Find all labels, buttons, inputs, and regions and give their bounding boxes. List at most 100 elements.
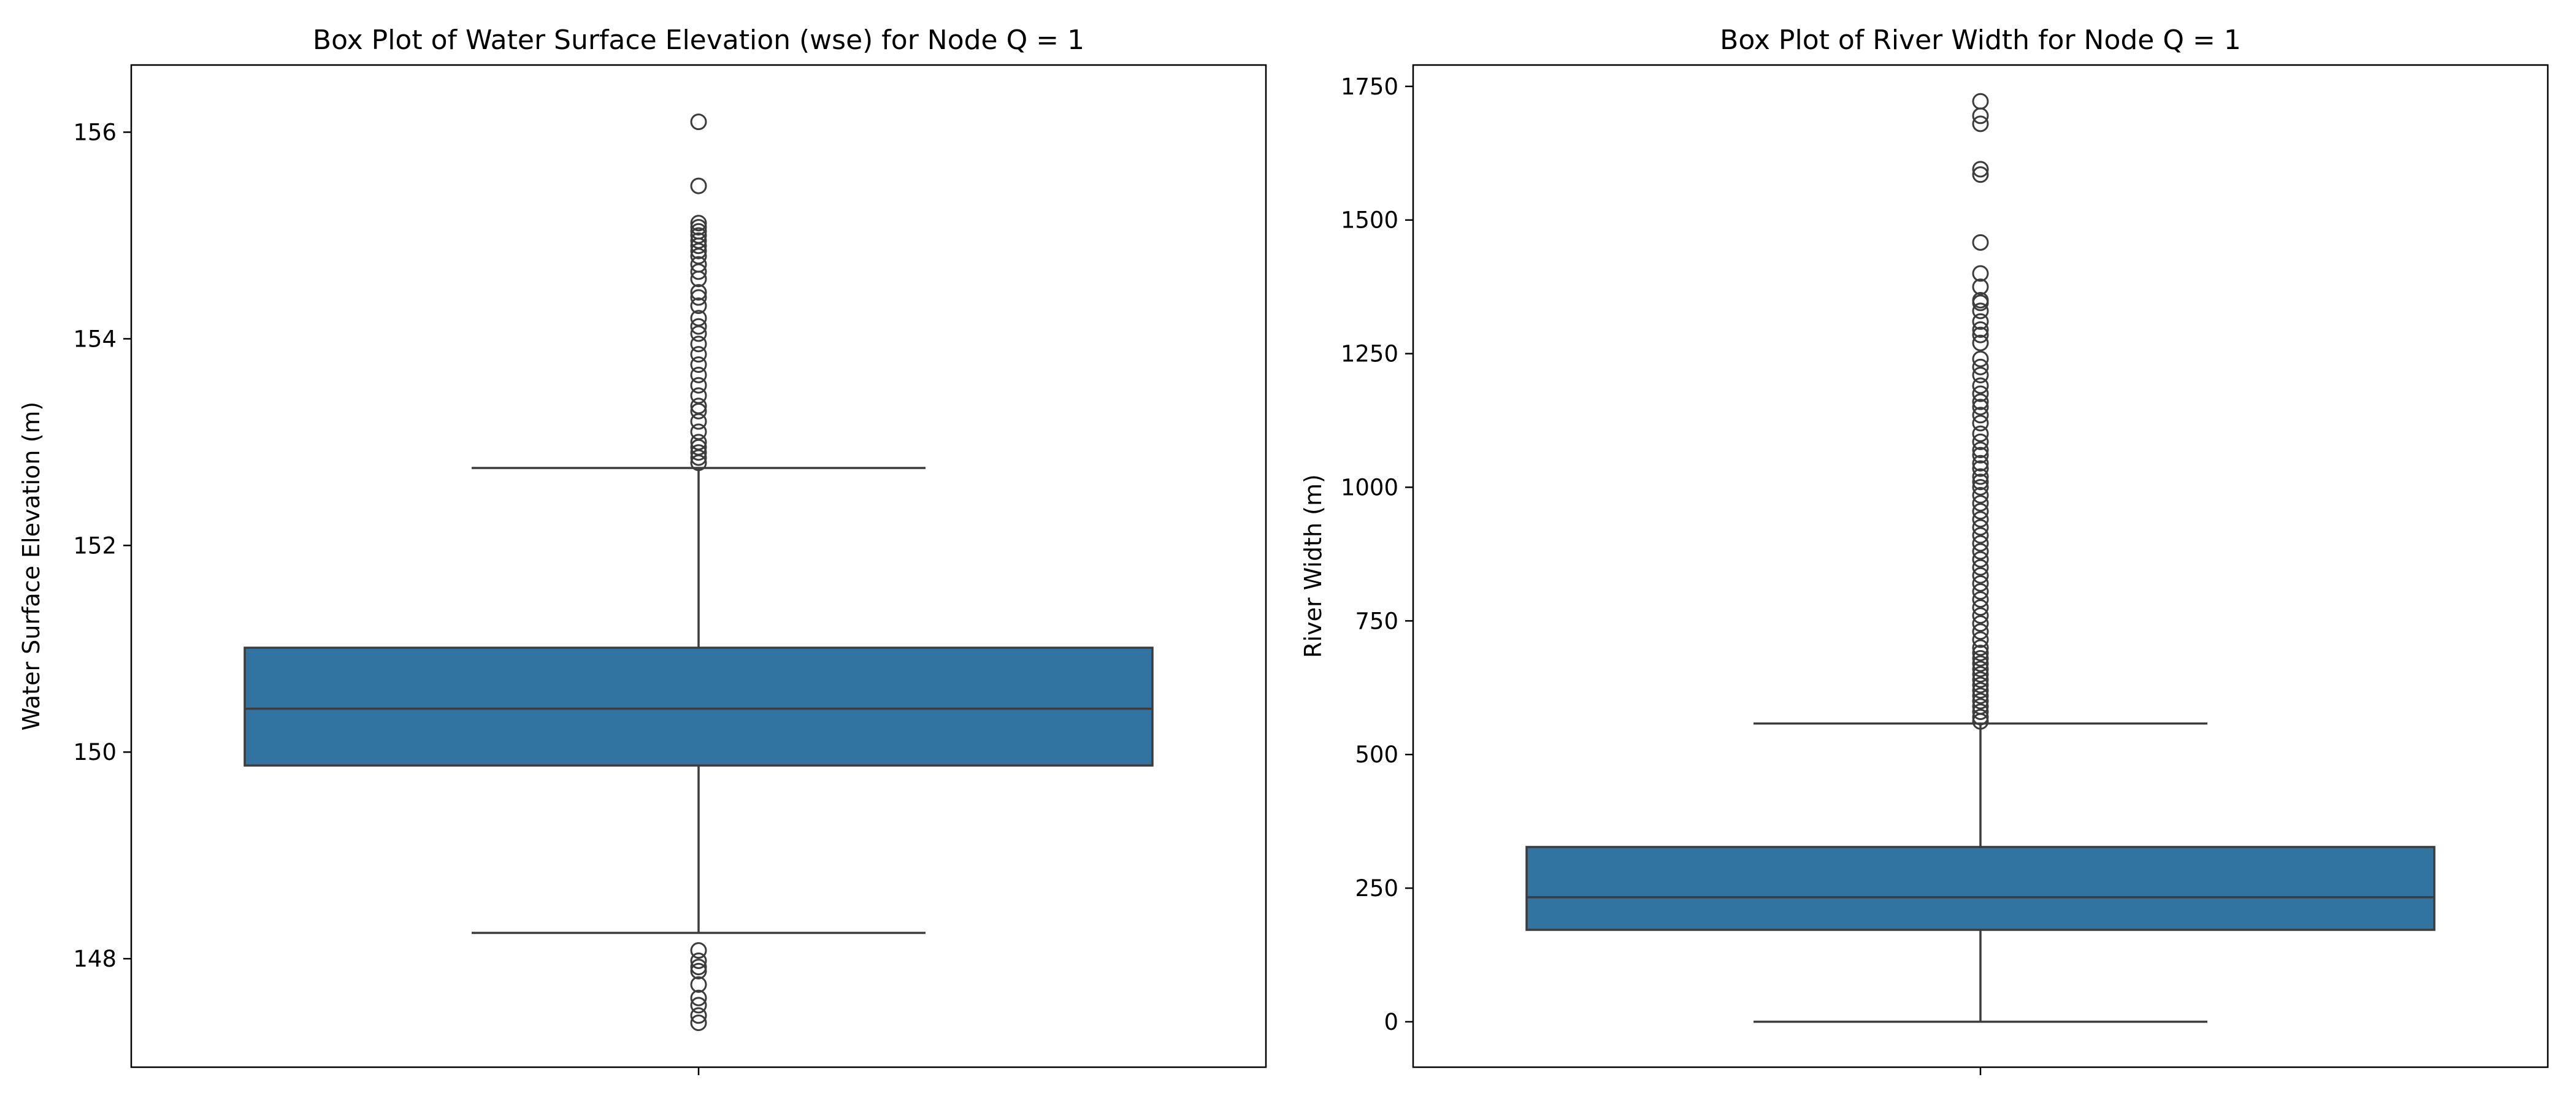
outlier-point xyxy=(1972,687,1989,704)
y-axis-label: Water Surface Elevation (m) xyxy=(18,402,45,731)
outlier-point xyxy=(1972,433,1989,450)
outlier-point xyxy=(690,113,707,131)
outlier-point xyxy=(1972,441,1989,458)
outlier-point xyxy=(1972,278,1989,296)
outlier-point xyxy=(690,366,707,383)
outlier-point xyxy=(1972,313,1989,330)
outlier-point xyxy=(1972,234,1989,251)
outlier-point xyxy=(1972,713,1989,730)
outlier-point xyxy=(690,270,707,288)
outlier-point xyxy=(1972,385,1989,402)
outlier-point xyxy=(690,346,707,363)
y-tick-label: 148 xyxy=(73,946,117,972)
outlier-point xyxy=(1972,366,1989,383)
outlier-point xyxy=(1972,583,1989,600)
y-tick-label: 500 xyxy=(1355,742,1398,768)
y-tick-label: 1750 xyxy=(1341,74,1398,100)
outlier-point xyxy=(1972,623,1989,640)
y-tick-label: 152 xyxy=(73,532,117,559)
outlier-point xyxy=(690,942,707,959)
outlier-point xyxy=(1972,473,1989,491)
outlier-point xyxy=(1972,703,1989,720)
outlier-point xyxy=(690,263,707,280)
outlier-point xyxy=(1972,302,1989,320)
outlier-point xyxy=(1972,415,1989,432)
outlier-point xyxy=(1972,692,1989,710)
y-tick-label: 250 xyxy=(1355,875,1398,902)
iqr-box xyxy=(243,646,1154,767)
outlier-point xyxy=(1972,358,1989,375)
outlier-point xyxy=(1972,535,1989,552)
outlier-point xyxy=(690,284,707,301)
outlier-point xyxy=(1972,682,1989,699)
outlier-point xyxy=(1972,708,1989,726)
outlier-point xyxy=(690,449,707,466)
outlier-point xyxy=(690,444,707,461)
outlier-point xyxy=(1972,161,1989,178)
y-tick-label: 1250 xyxy=(1341,341,1398,367)
outlier-point xyxy=(690,177,707,194)
outlier-point xyxy=(690,1014,707,1032)
outlier-point xyxy=(1972,631,1989,648)
outlier-point xyxy=(1972,671,1989,688)
outlier-point xyxy=(690,1007,707,1024)
outlier-point xyxy=(1972,334,1989,351)
outlier-point xyxy=(1972,294,1989,312)
outlier-point xyxy=(1972,650,1989,667)
outlier-point xyxy=(1972,575,1989,592)
outlier-point xyxy=(690,952,707,969)
outlier-point xyxy=(1972,661,1989,678)
outlier-point xyxy=(1972,399,1989,416)
outlier-point xyxy=(1972,454,1989,472)
chart-title: Box Plot of Water Surface Elevation (wse… xyxy=(313,25,1084,56)
outlier-point xyxy=(1972,645,1989,662)
iqr-box xyxy=(1525,846,2436,931)
outlier-point xyxy=(1972,527,1989,544)
outlier-point xyxy=(690,454,707,472)
outlier-point xyxy=(690,402,707,420)
outlier-point xyxy=(690,215,707,232)
outlier-point xyxy=(1972,639,1989,656)
outlier-point xyxy=(1972,615,1989,632)
y-tick-label: 156 xyxy=(73,119,117,145)
outlier-point xyxy=(1972,655,1989,672)
y-tick-label: 1500 xyxy=(1341,207,1398,234)
outlier-point xyxy=(690,237,707,255)
outlier-point xyxy=(690,976,707,993)
y-tick-label: 750 xyxy=(1355,608,1398,634)
outlier-point xyxy=(690,318,707,335)
outlier-point xyxy=(690,989,707,1006)
chart-panel-1: Box Plot of Water Surface Elevation (wse… xyxy=(18,25,1267,1075)
outlier-point xyxy=(1972,447,1989,464)
outlier-point xyxy=(690,218,707,236)
y-tick-label: 1000 xyxy=(1341,474,1398,500)
outlier-point xyxy=(690,356,707,374)
outlier-point xyxy=(1972,107,1989,125)
outlier-point xyxy=(690,962,707,979)
outlier-point xyxy=(690,959,707,976)
y-axis-label: River Width (m) xyxy=(1300,474,1327,658)
outlier-point xyxy=(690,325,707,342)
y-tick-label: 150 xyxy=(73,739,117,765)
outlier-point xyxy=(1972,265,1989,282)
outlier-point xyxy=(1972,599,1989,616)
y-tick-label: 154 xyxy=(73,326,117,352)
outlier-point xyxy=(690,289,707,306)
outlier-point xyxy=(1972,677,1989,694)
outlier-point xyxy=(690,997,707,1014)
outlier-point xyxy=(1972,407,1989,424)
outlier-point xyxy=(1972,511,1989,528)
outlier-point xyxy=(1972,350,1989,367)
outlier-point xyxy=(690,413,707,430)
chart-title: Box Plot of River Width for Node Q = 1 xyxy=(1720,25,2241,56)
outlier-point xyxy=(1972,607,1989,624)
outlier-point xyxy=(1972,93,1989,110)
outlier-point xyxy=(1972,487,1989,504)
outlier-point xyxy=(1972,377,1989,394)
outlier-point xyxy=(1972,519,1989,536)
outlier-point xyxy=(1972,567,1989,584)
outlier-point xyxy=(690,297,707,314)
outlier-point xyxy=(1972,425,1989,442)
y-tick-label: 0 xyxy=(1384,1009,1398,1035)
